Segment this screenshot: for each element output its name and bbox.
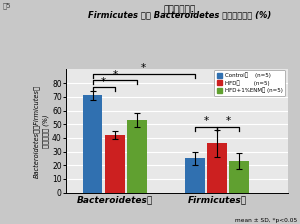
Text: *: * xyxy=(101,77,106,86)
Bar xyxy=(83,95,102,193)
Bar xyxy=(230,161,249,193)
Y-axis label: Bacteroidetes門とFirmicutes門
の存在割合 (%): Bacteroidetes門とFirmicutes門 の存在割合 (%) xyxy=(34,84,49,178)
Text: Firmicutes 門と Bacteroidetes 門の存在割合 (%): Firmicutes 門と Bacteroidetes 門の存在割合 (%) xyxy=(88,10,272,19)
Text: mean ± SD, *p<0.05: mean ± SD, *p<0.05 xyxy=(235,218,297,223)
Bar xyxy=(127,120,147,193)
Text: *: * xyxy=(112,70,117,80)
Text: 図5: 図5 xyxy=(3,2,12,9)
Bar xyxy=(207,143,227,193)
Text: *: * xyxy=(203,116,208,126)
Text: 各群における: 各群における xyxy=(164,6,196,15)
Bar xyxy=(105,135,124,193)
Bar xyxy=(185,158,205,193)
Text: *: * xyxy=(226,116,231,126)
Text: *: * xyxy=(141,63,146,73)
Legend: Control群    (n=5), HFD群        (n=5), HFD+1%ENM群 (n=5): Control群 (n=5), HFD群 (n=5), HFD+1%ENM群 (… xyxy=(214,70,285,96)
